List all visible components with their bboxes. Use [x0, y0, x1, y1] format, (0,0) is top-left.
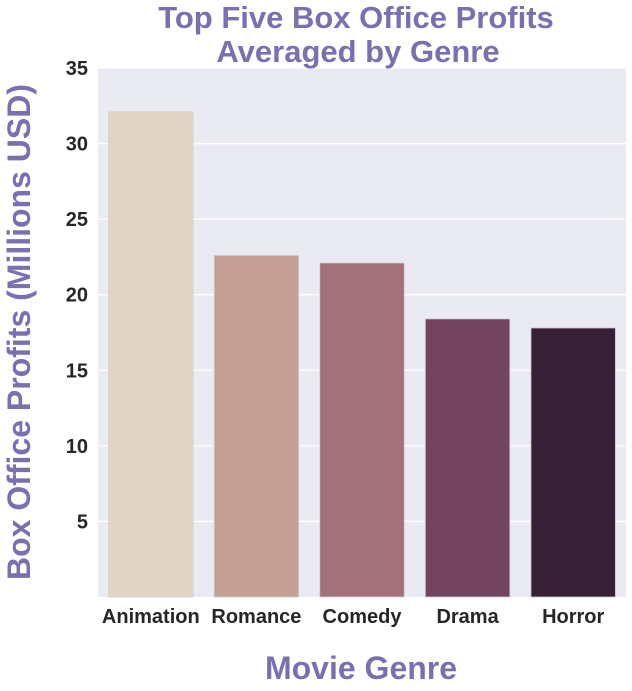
x-tick-label-romance: Romance	[211, 606, 301, 628]
x-tick-label-comedy: Comedy	[323, 606, 403, 628]
bar-comedy	[319, 262, 405, 598]
bars	[108, 111, 616, 598]
x-tick-label-drama: Drama	[436, 606, 499, 628]
y-tick-label: 15	[66, 360, 88, 382]
bar-romance	[213, 255, 300, 598]
y-tick-label: 25	[66, 209, 88, 231]
y-tick-label: 10	[66, 436, 88, 458]
y-tick-label: 5	[77, 511, 88, 533]
y-tick-label: 35	[66, 58, 88, 80]
y-tick-label: 30	[66, 134, 88, 156]
x-tick-label-horror: Horror	[542, 606, 604, 628]
chart-title-line-1: Top Five Box Office Profits	[158, 0, 554, 35]
bar-animation	[108, 111, 194, 598]
y-axis-label: Box Office Profits (Millions USD)	[1, 84, 37, 580]
y-axis-ticks: 5 10 15 20 25 30 35	[66, 58, 88, 533]
x-axis-label: Movie Genre	[265, 650, 457, 686]
bar-drama	[424, 318, 511, 598]
x-axis-ticks: Animation Romance Comedy Drama Horror	[102, 606, 605, 628]
chart-title-line-2: Averaged by Genre	[216, 34, 499, 69]
x-tick-label-animation: Animation	[102, 606, 200, 628]
y-tick-label: 20	[66, 285, 88, 307]
bar-horror	[530, 327, 616, 598]
